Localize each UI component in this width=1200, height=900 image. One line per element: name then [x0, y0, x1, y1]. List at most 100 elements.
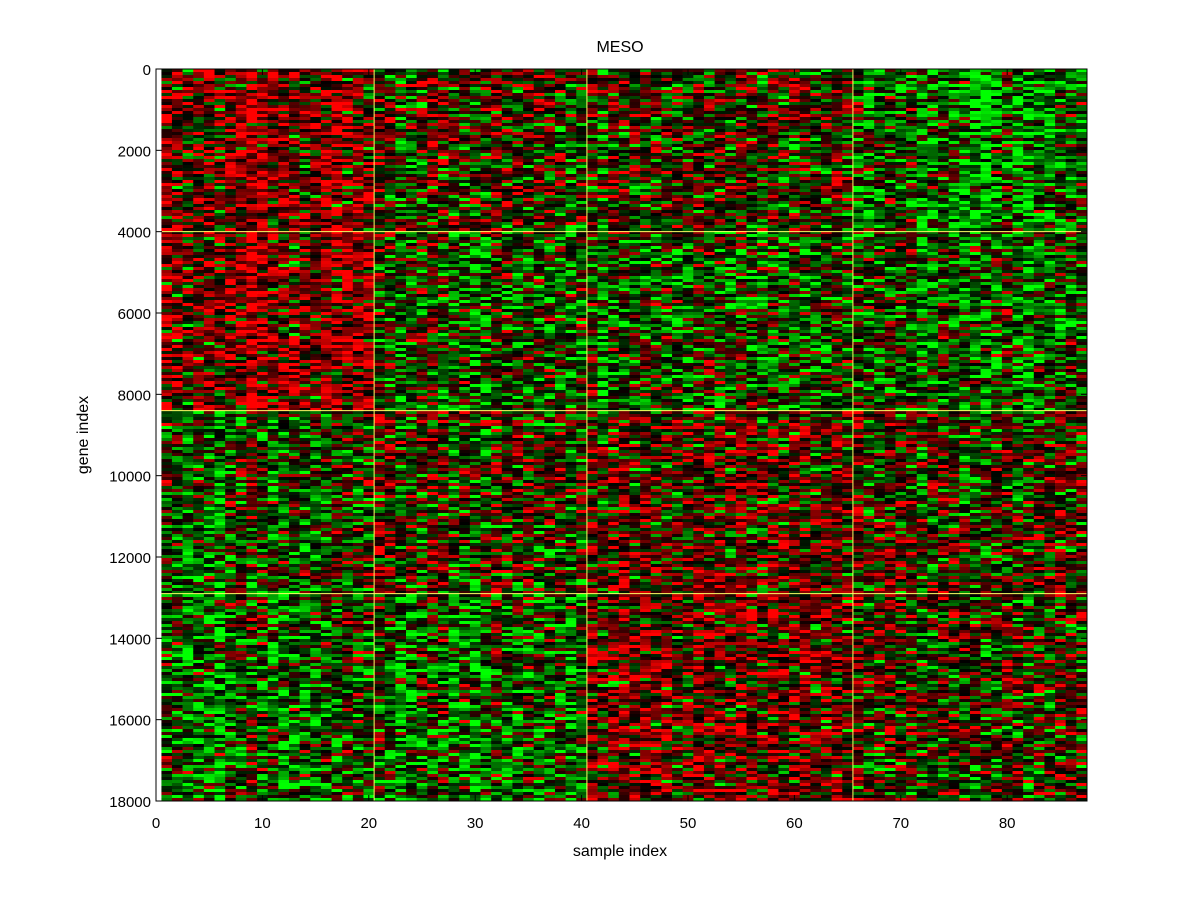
heatmap-cell	[246, 69, 258, 73]
heatmap-cell	[246, 651, 258, 655]
heatmap-cell	[203, 438, 215, 442]
heatmap-cell	[278, 369, 290, 373]
heatmap-cell	[267, 162, 279, 166]
heatmap-cell	[320, 561, 332, 565]
heatmap-cell	[342, 231, 354, 235]
heatmap-cell	[310, 186, 322, 190]
heatmap-cell	[278, 627, 290, 631]
heatmap-cell	[257, 750, 269, 754]
heatmap-cell	[171, 153, 183, 157]
heatmap-cell	[267, 156, 279, 160]
heatmap-cell	[171, 330, 183, 334]
heatmap-cell	[214, 519, 226, 523]
heatmap-cell	[374, 393, 386, 397]
heatmap-cell	[278, 747, 290, 751]
heatmap-cell	[267, 171, 279, 175]
heatmap-cell	[289, 462, 300, 466]
heatmap-cell	[203, 609, 215, 613]
heatmap-cell	[225, 174, 237, 178]
heatmap-cell	[257, 636, 269, 640]
heatmap-cell	[278, 273, 290, 277]
heatmap-cell	[289, 705, 300, 709]
heatmap-cell	[320, 186, 332, 190]
heatmap-cell	[171, 219, 183, 223]
heatmap-cell	[331, 669, 343, 673]
heatmap-cell	[363, 747, 375, 751]
heatmap-cell	[257, 312, 269, 316]
heatmap-cell	[289, 681, 300, 685]
heatmap-cell	[320, 384, 332, 388]
heatmap-cell	[257, 174, 269, 178]
heatmap-cell	[267, 459, 279, 463]
heatmap-cell	[246, 108, 258, 112]
heatmap-cell	[214, 243, 226, 247]
heatmap-cell	[331, 294, 343, 298]
heatmap-cell	[171, 372, 183, 376]
heatmap-cell	[267, 498, 279, 502]
heatmap-cell	[203, 222, 215, 226]
heatmap-cell	[246, 510, 258, 514]
heatmap-cell	[320, 246, 332, 250]
heatmap-cell	[331, 276, 343, 280]
heatmap-cell	[310, 111, 322, 115]
heatmap-cell	[363, 591, 375, 595]
heatmap-cell	[342, 402, 354, 406]
heatmap-cell	[193, 483, 205, 487]
heatmap-cell	[246, 339, 258, 343]
heatmap-cell	[193, 270, 205, 274]
heatmap-cell	[342, 534, 354, 538]
heatmap-cell	[363, 318, 375, 322]
heatmap-cell	[235, 222, 247, 226]
heatmap-cell	[203, 345, 215, 349]
heatmap-cell	[161, 369, 173, 373]
heatmap-cell	[278, 291, 290, 295]
heatmap-cell	[235, 138, 247, 142]
heatmap-cell	[352, 87, 364, 91]
heatmap-cell	[278, 234, 290, 238]
heatmap-cell	[257, 222, 269, 226]
heatmap-cell	[203, 720, 215, 724]
heatmap-cell	[331, 345, 343, 349]
heatmap-cell	[320, 243, 332, 247]
heatmap-cell	[363, 564, 375, 568]
heatmap-cell	[193, 291, 205, 295]
heatmap-cell	[246, 276, 258, 280]
heatmap-cell	[320, 189, 332, 193]
heatmap-cell	[299, 678, 311, 682]
heatmap-cell	[278, 126, 290, 130]
heatmap-cell	[267, 90, 279, 94]
heatmap-cell	[267, 555, 279, 559]
heatmap-cell	[246, 777, 258, 781]
heatmap-cell	[161, 753, 173, 757]
heatmap-cell	[363, 456, 375, 460]
heatmap-cell	[342, 660, 354, 664]
heatmap-cell	[331, 306, 343, 310]
heatmap-cell	[331, 477, 343, 481]
heatmap-cell	[235, 84, 247, 88]
heatmap-cell	[278, 420, 290, 424]
heatmap-cell	[352, 525, 364, 529]
heatmap-cell	[267, 741, 279, 745]
heatmap-cell	[171, 255, 183, 259]
heatmap-cell	[214, 483, 226, 487]
heatmap-cell	[320, 582, 332, 586]
heatmap-cell	[161, 723, 173, 727]
heatmap-cell	[267, 189, 279, 193]
heatmap-cell	[363, 627, 375, 631]
heatmap-cell	[289, 132, 300, 136]
heatmap-cell	[182, 723, 194, 727]
heatmap-cell	[267, 477, 279, 481]
heatmap-cell	[363, 630, 375, 634]
heatmap-cell	[182, 741, 194, 745]
heatmap-cell	[331, 522, 343, 526]
heatmap-cell	[363, 228, 375, 232]
heatmap-cell	[352, 252, 364, 256]
heatmap-cell	[374, 93, 386, 97]
heatmap-cell	[299, 420, 311, 424]
heatmap-cell	[278, 621, 290, 625]
heatmap-cell	[225, 204, 237, 208]
heatmap-cell	[342, 216, 354, 220]
heatmap-cell	[214, 348, 226, 352]
heatmap-cell	[310, 117, 322, 121]
heatmap-cell	[161, 75, 173, 79]
